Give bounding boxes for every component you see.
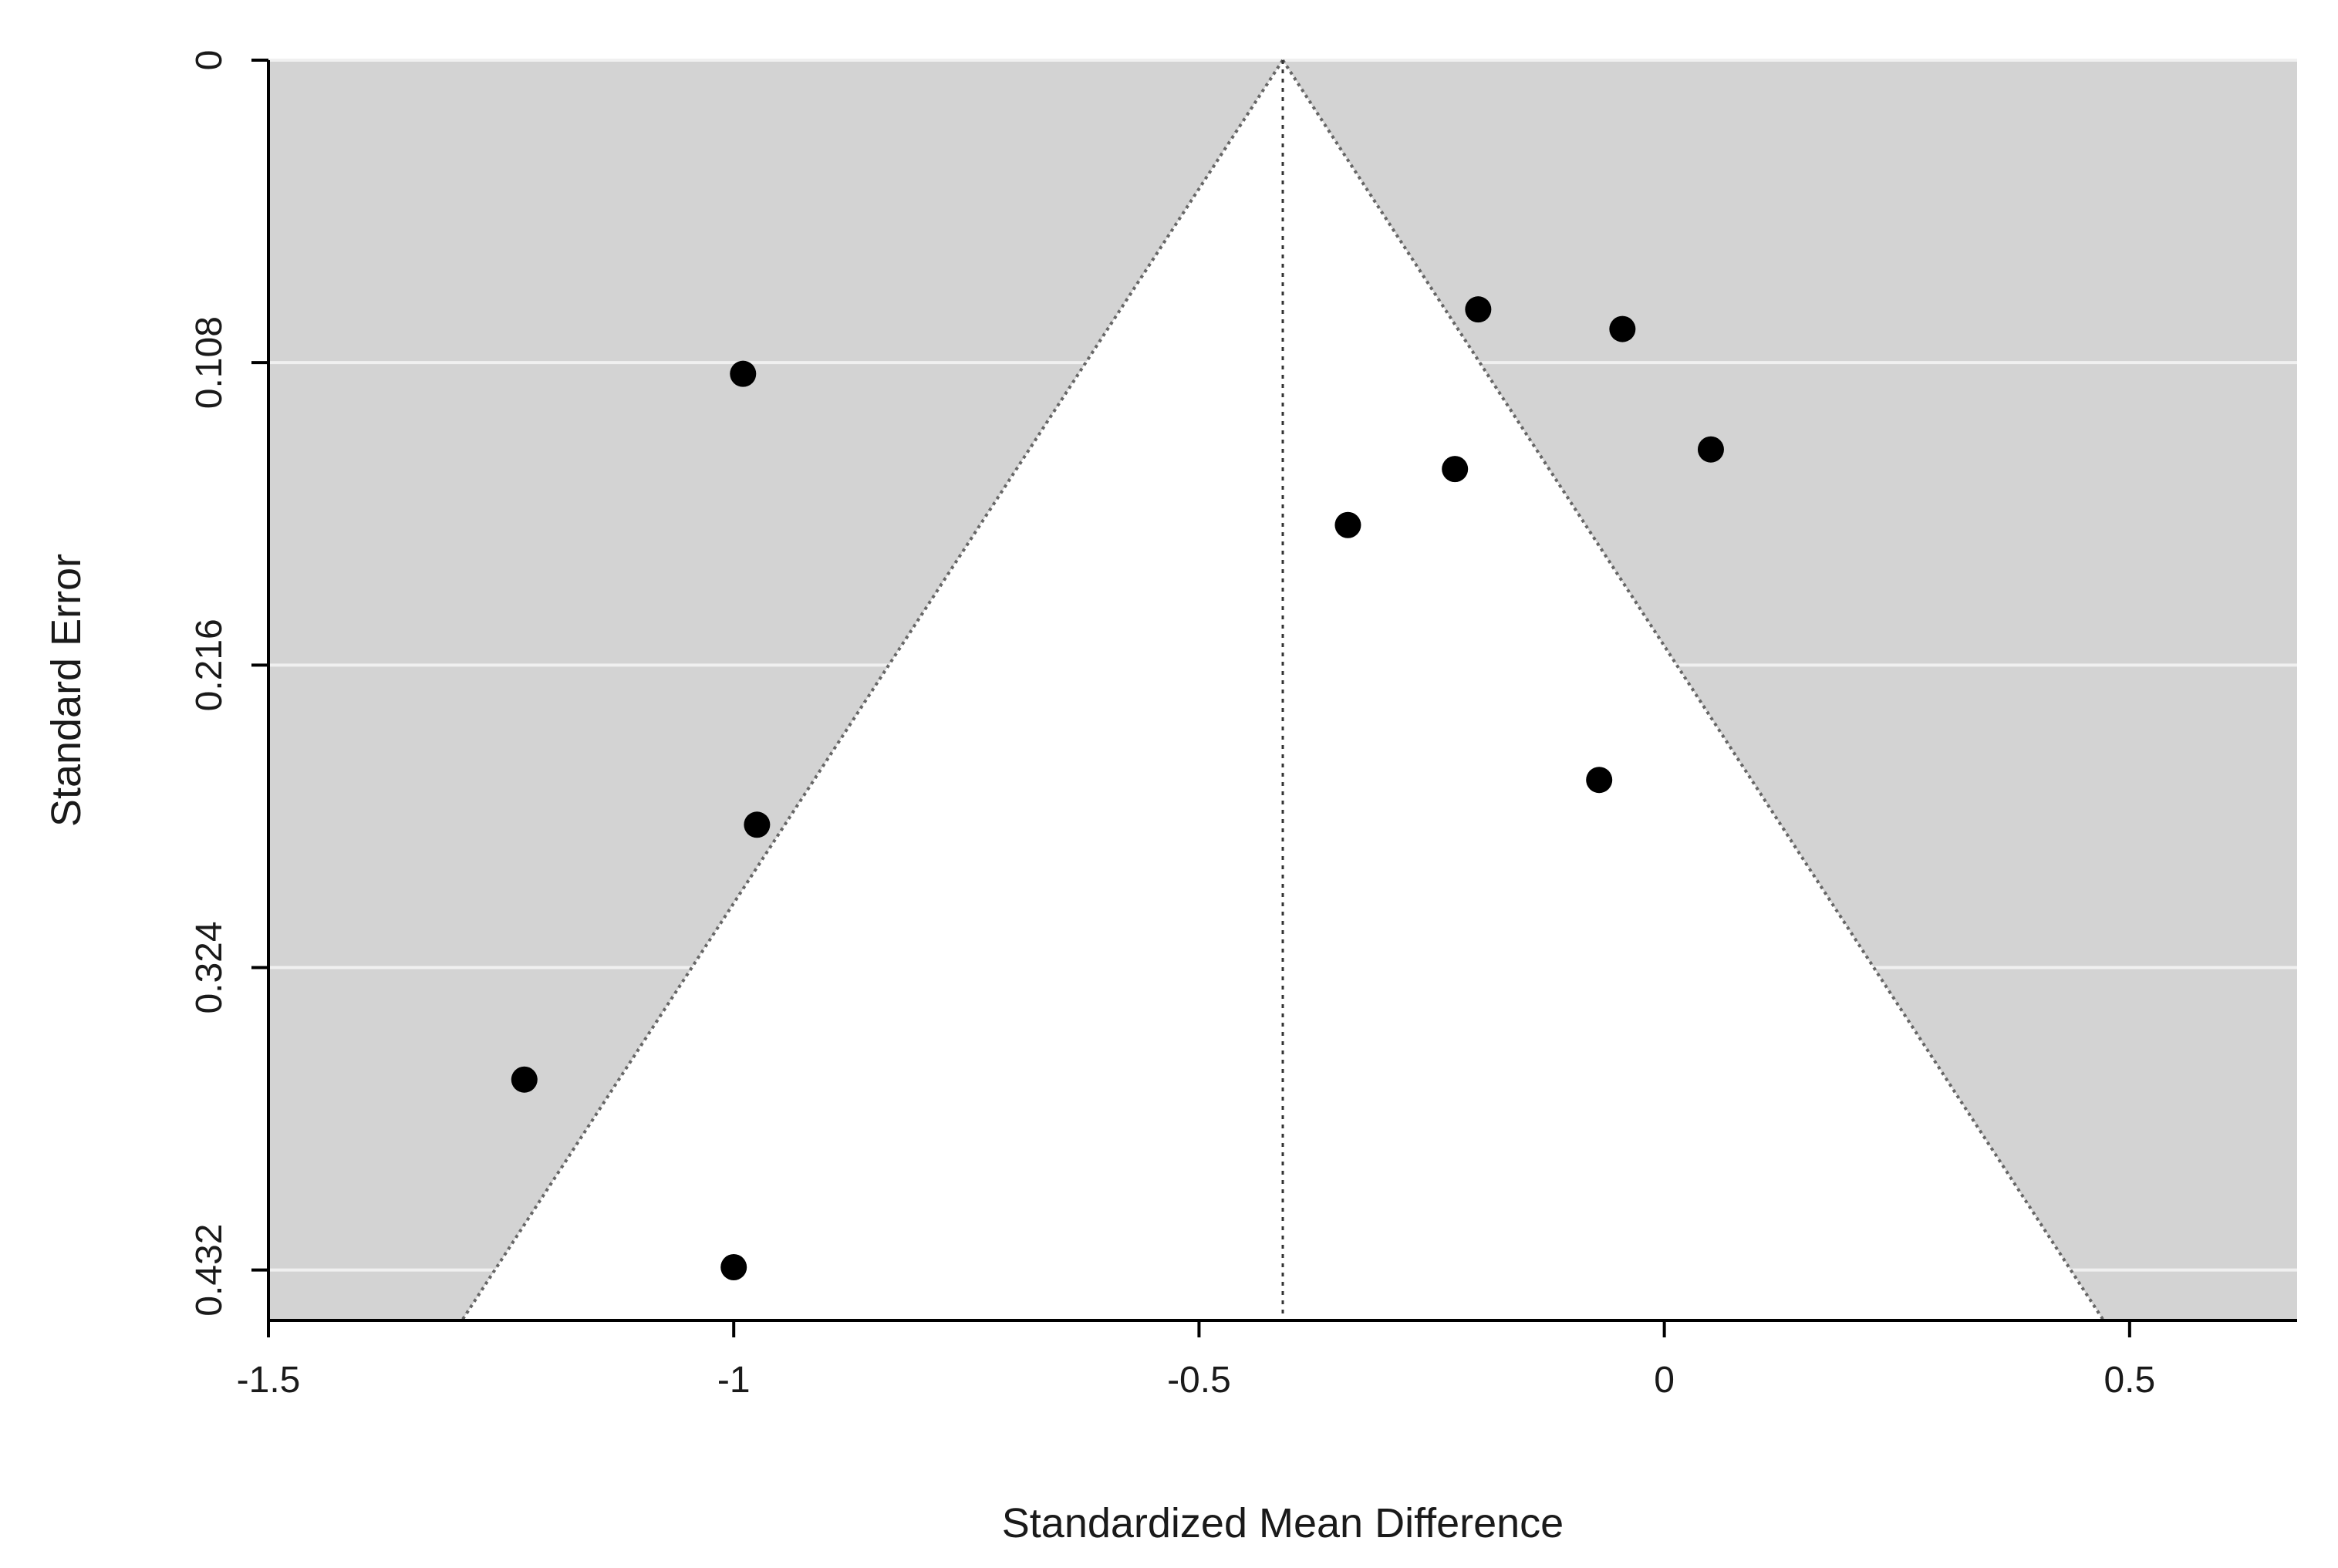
data-point — [1697, 436, 1724, 463]
data-points — [511, 296, 1724, 1281]
data-point — [1609, 315, 1636, 342]
x-tick-label: 0.5 — [2104, 1360, 2155, 1401]
data-point — [744, 811, 771, 838]
axes — [267, 60, 2297, 1322]
data-point — [1586, 767, 1613, 794]
funnel-left-boundary — [461, 59, 1284, 1322]
y-tick-label: 0.216 — [189, 619, 230, 711]
y-tick-label: 0.108 — [189, 316, 230, 409]
x-axis-ticks: -1.5 -1 -0.5 0 0.5 — [237, 1320, 2155, 1401]
data-point — [1334, 511, 1361, 538]
data-point — [511, 1066, 538, 1093]
data-point — [1465, 296, 1492, 323]
x-tick-label: -0.5 — [1167, 1360, 1231, 1401]
data-point — [720, 1254, 747, 1281]
y-axis-label: Standard Error — [43, 554, 89, 827]
y-axis-ticks: 0 0.108 0.216 0.324 0.432 — [189, 50, 268, 1317]
x-tick-label: -1.5 — [237, 1360, 301, 1401]
y-tick-label: 0.324 — [189, 921, 230, 1013]
y-tick-label: 0.432 — [189, 1224, 230, 1317]
funnel-lines — [461, 59, 2105, 1322]
x-tick-label: 0 — [1654, 1360, 1675, 1401]
funnel-right-boundary — [1281, 59, 2105, 1322]
data-point — [730, 360, 757, 387]
data-point — [1442, 456, 1469, 483]
x-axis-label: Standardized Mean Difference — [1002, 1500, 1564, 1546]
x-tick-label: -1 — [717, 1360, 751, 1401]
y-tick-label: 0 — [189, 50, 230, 71]
